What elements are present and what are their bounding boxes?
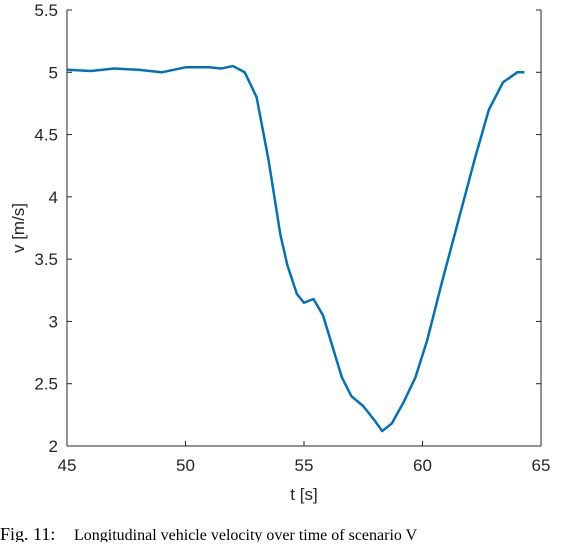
y-tick-label: 4.5 bbox=[34, 126, 58, 145]
y-tick-label: 4 bbox=[49, 188, 58, 207]
line bbox=[66, 64, 525, 433]
y-tick-label: 5 bbox=[49, 63, 58, 82]
y-tick-label: 5.5 bbox=[34, 1, 58, 20]
x-axis-label: t [s] bbox=[290, 485, 317, 504]
y-tick-label: 2.5 bbox=[34, 375, 58, 394]
y-axis-label: v [m/s] bbox=[9, 203, 28, 253]
x-tick-label: 55 bbox=[295, 456, 314, 475]
x-tick-label: 50 bbox=[176, 456, 195, 475]
x-tick-label: 60 bbox=[413, 456, 432, 475]
x-tick-label: 65 bbox=[532, 456, 551, 475]
y-tick-label: 2 bbox=[49, 437, 58, 456]
caption: Longitudinal vehicle velocity over time … bbox=[74, 527, 418, 542]
caption-number: Fig. 11: bbox=[0, 524, 55, 542]
x-tick-label: 45 bbox=[58, 456, 77, 475]
y-tick-label: 3 bbox=[49, 312, 58, 331]
y-tick-label: 3.5 bbox=[34, 250, 58, 269]
